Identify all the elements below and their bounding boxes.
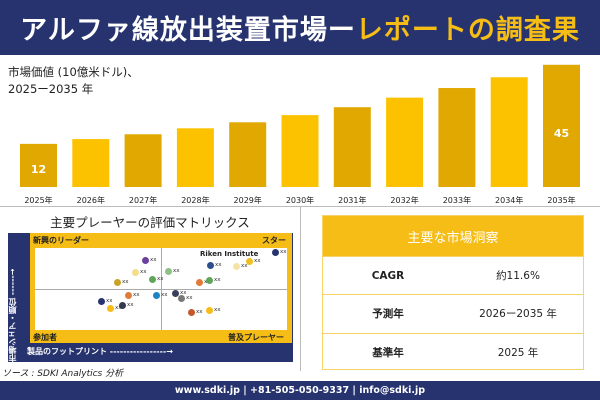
insights-table: 主要な市場洞察 CAGR 約11.6% 予測年 2026ー2035 年 基準年 202…	[322, 215, 584, 370]
player-label: xx	[150, 257, 157, 263]
bar-chart: 2025年 12 2026年 2027年 2028年 2029年 2030年 2031年 203…	[20, 64, 580, 205]
chart-title: 市場価値 (10億米ドル)、 2025ー2035 年	[8, 64, 139, 98]
x-tick-label: 2028年	[181, 195, 209, 205]
player-dot	[206, 307, 213, 314]
player-dot	[114, 279, 121, 286]
bar	[333, 107, 371, 187]
quadrant-label: スター	[262, 236, 286, 245]
x-tick-label: 2026年	[77, 195, 105, 205]
player-label: xx	[214, 307, 221, 313]
y-axis-label: 市場シェア・順位 ------→	[8, 268, 17, 362]
divider-vertical	[300, 206, 301, 371]
player-label: xx	[280, 249, 287, 255]
data-label: 12	[31, 163, 46, 176]
player-dot	[207, 262, 214, 269]
player-dot	[165, 268, 172, 275]
player-dot	[132, 269, 139, 276]
row-value: 約11.6%	[496, 270, 540, 283]
matrix-grid	[35, 248, 287, 330]
table-row: CAGR 約11.6%	[323, 256, 583, 294]
player-label: xx	[133, 292, 140, 298]
player-label: xx	[214, 277, 221, 283]
player-dot	[188, 309, 195, 316]
row-value: 2025 年	[497, 346, 539, 359]
player-dot	[107, 305, 114, 312]
x-tick-label: 2031年	[338, 195, 366, 205]
player-dot	[246, 258, 253, 265]
x-tick-label: 2025年	[24, 195, 52, 205]
bar	[490, 77, 528, 187]
quadrant-label: 新興のリーダー	[33, 236, 89, 245]
bar	[124, 134, 162, 187]
player-label: xx	[127, 302, 134, 308]
player-label: xx	[215, 262, 222, 268]
player-label: xx	[196, 309, 203, 315]
bar	[20, 143, 57, 187]
row-key: CAGR	[371, 269, 405, 282]
row-value: 2026ー2035 年	[479, 308, 557, 321]
quadrant-label: 普及プレーヤー	[228, 333, 284, 342]
bar	[543, 64, 580, 187]
x-tick-label: 2035年	[547, 195, 575, 205]
player-label: xx	[122, 279, 129, 285]
x-axis-label: 製品のフットプリント -----------------→	[27, 347, 173, 356]
x-tick-label: 2032年	[390, 195, 418, 205]
bar	[229, 122, 267, 187]
quadrant-label: 参加者	[33, 333, 57, 342]
player-label: xx	[186, 295, 193, 301]
title-accent: レポートの調査果	[355, 15, 580, 46]
player-dot	[149, 276, 156, 283]
chart-title-line2: 2025ー2035 年	[8, 82, 94, 96]
bar	[386, 97, 424, 187]
page-title: アルファ線放出装置市場ー レポートの調査果	[0, 0, 600, 55]
footer-contact: www.sdki.jp | +81-505-050-9337 | info@sd…	[0, 381, 600, 400]
x-tick-label: 2034年	[495, 195, 523, 205]
player-label: xx	[173, 268, 180, 274]
x-tick-label: 2027年	[129, 195, 157, 205]
player-label: xx	[115, 305, 122, 311]
bar	[281, 115, 319, 187]
row-key: 予測年	[372, 308, 404, 321]
player-dot	[196, 279, 203, 286]
table-row: 予測年 2026ー2035 年	[323, 294, 583, 332]
player-dot	[178, 295, 185, 302]
highlight-player: Riken Institute	[200, 250, 259, 258]
table-row: 基準年 2025 年	[323, 332, 583, 371]
player-dot	[153, 292, 160, 299]
x-tick-label: 2033年	[443, 195, 471, 205]
player-label: xx	[180, 290, 187, 296]
grid-line	[35, 289, 287, 290]
matrix-title: 主要プレーヤーの評価マトリックス	[50, 215, 250, 230]
player-label: xx	[140, 269, 147, 275]
player-dot	[125, 292, 132, 299]
player-dot	[172, 290, 179, 297]
title-main: アルファ線放出装置市場ー	[20, 15, 356, 46]
bar	[438, 88, 476, 187]
player-label: xx	[157, 276, 164, 282]
bar	[72, 139, 110, 187]
x-tick-label: 2029年	[234, 195, 262, 205]
player-dot	[233, 263, 240, 270]
player-dot	[272, 249, 279, 256]
insights-title: 主要な市場洞察	[323, 216, 583, 256]
bar	[176, 128, 214, 187]
player-label: xx	[106, 298, 113, 304]
player-label: xx	[254, 258, 261, 264]
source-note: ソース : SDKI Analytics 分析	[2, 369, 124, 379]
player-dot	[119, 302, 126, 309]
player-dot	[142, 257, 149, 264]
x-tick-label: 2030年	[286, 195, 314, 205]
row-key: 基準年	[372, 346, 404, 359]
player-dot	[206, 277, 213, 284]
player-label: xx	[241, 263, 248, 269]
player-dot	[98, 298, 105, 305]
chart-title-line1: 市場価値 (10億米ドル)、	[8, 65, 139, 79]
player-label: xx	[161, 292, 168, 298]
data-label: 45	[554, 127, 569, 140]
